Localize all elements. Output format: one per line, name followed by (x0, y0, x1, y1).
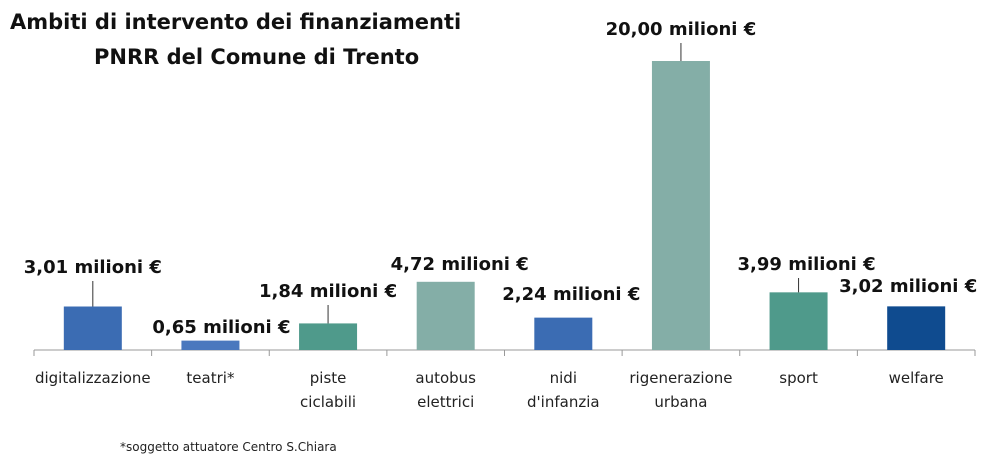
x-tick-label: welfare (888, 369, 944, 387)
bar (416, 281, 475, 350)
bar (651, 61, 710, 350)
bar (534, 317, 593, 350)
bar (299, 323, 358, 350)
chart-title: PNRR del Comune di Trento (94, 45, 420, 69)
x-tick-label: nidi d'infanzia (527, 369, 600, 411)
footnote: *soggetto attuatore Centro S.Chiara (120, 440, 337, 454)
x-tick-label: piste ciclabili (300, 369, 357, 411)
x-tick-label: rigenerazione urbana (629, 369, 733, 411)
value-label: 4,72 milioni € (391, 254, 529, 275)
bar (769, 292, 828, 350)
x-tick-label: teatri* (186, 369, 235, 387)
value-label: 3,01 milioni € (24, 257, 162, 278)
bar (63, 306, 122, 350)
value-label: 3,02 milioni € (839, 276, 977, 297)
chart-title: Ambiti di intervento dei finanziamenti (10, 10, 462, 34)
x-tick-label: sport (779, 369, 818, 387)
value-label: 3,99 milioni € (738, 254, 876, 275)
x-tick-label: autobus elettrici (415, 369, 476, 411)
value-label: 20,00 milioni € (606, 19, 757, 40)
value-label: 2,24 milioni € (502, 284, 640, 305)
value-label: 1,84 milioni € (259, 281, 397, 302)
bar (181, 340, 240, 350)
value-label: 0,65 milioni € (152, 317, 290, 338)
x-tick-label: digitalizzazione (34, 369, 151, 387)
bar (887, 306, 946, 350)
